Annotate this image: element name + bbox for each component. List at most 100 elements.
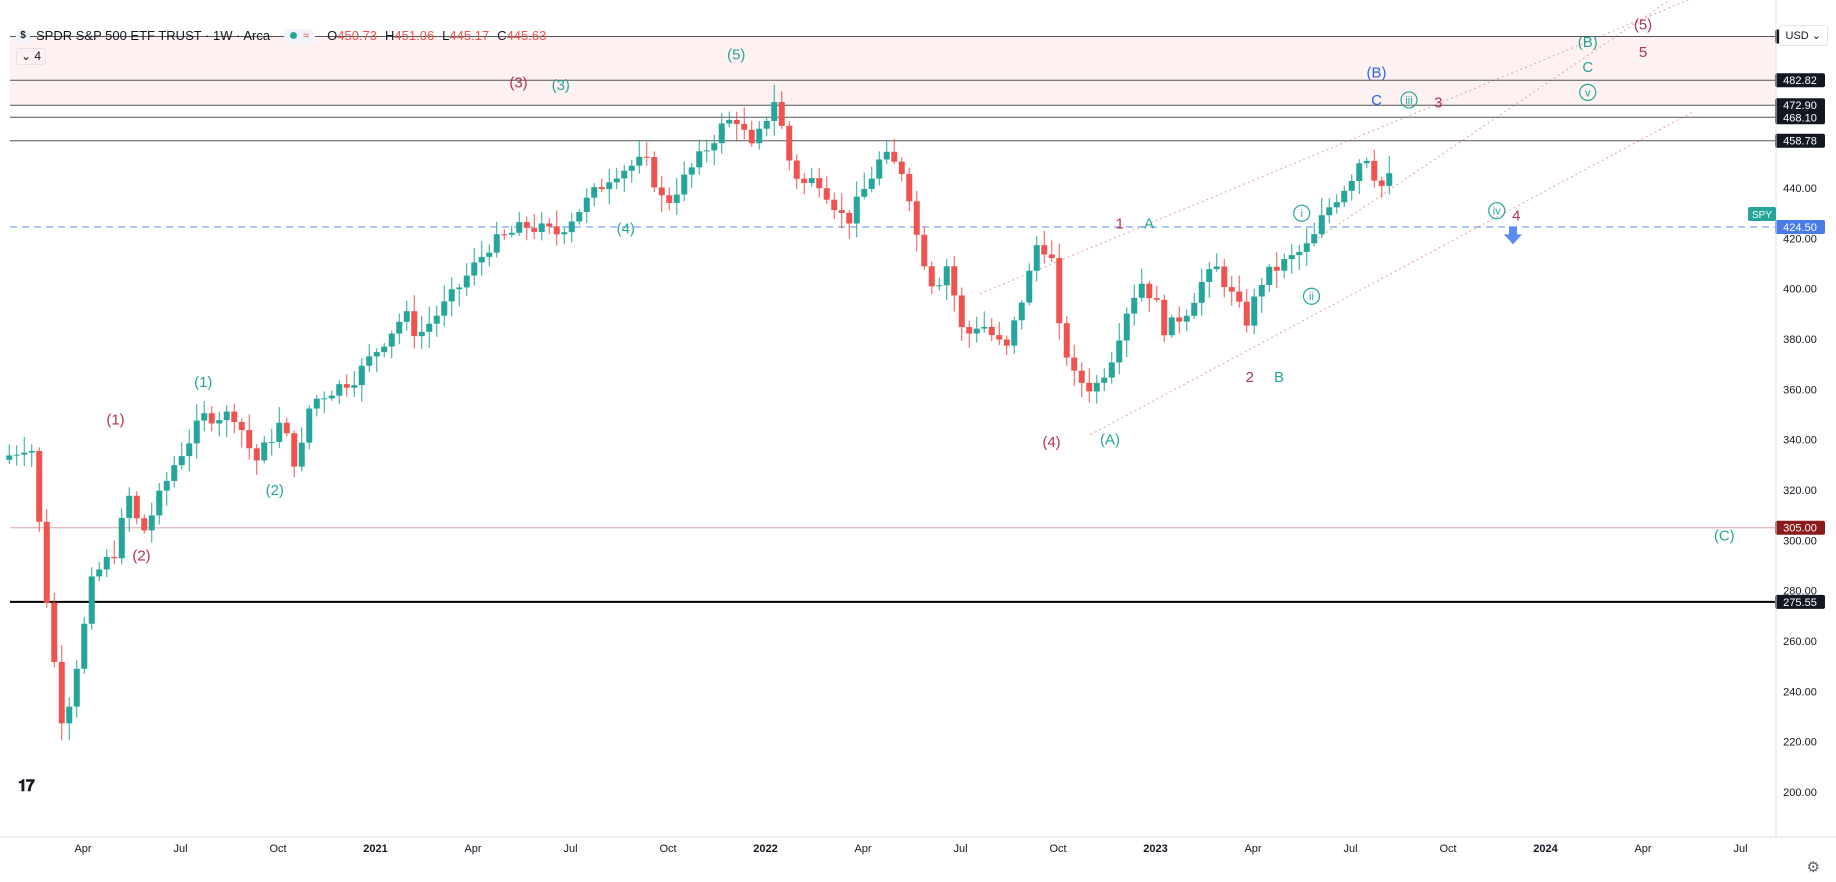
candle-body (1131, 297, 1138, 314)
x-tick-label: 2023 (1143, 843, 1167, 855)
wave-label-circle (1400, 91, 1418, 109)
candle-body (1221, 266, 1228, 288)
candle-body (133, 495, 140, 519)
wave-label: (B) (1578, 34, 1598, 51)
ohlc-high: H451.06 (385, 28, 435, 43)
candle-body (748, 129, 755, 144)
wave-label-circle (1302, 287, 1321, 305)
candle-body (171, 465, 178, 481)
candle-body (201, 413, 208, 421)
y-tick-label: 260.00 (1783, 636, 1817, 648)
candle-body (936, 285, 943, 287)
candle-body (223, 411, 230, 421)
level-price-tag (1775, 220, 1825, 234)
wave-label-circle (1293, 204, 1311, 222)
candle-body (141, 518, 148, 531)
candle-body (1311, 234, 1318, 244)
candle-body (493, 234, 500, 253)
candle-body (1108, 362, 1115, 378)
wave-label: i (1301, 208, 1303, 220)
candle-body (1378, 180, 1385, 186)
level-price-tag (1775, 594, 1825, 609)
candle-body (1183, 315, 1190, 322)
chart-legend: $ SPDR S&P 500 ETF TRUST · 1W · Arca ≈ O… (16, 28, 554, 43)
candle-body (606, 182, 613, 190)
candle-body (771, 102, 778, 122)
candle-body (658, 187, 665, 196)
candle-body (898, 161, 905, 175)
indicators-collapse-button[interactable]: ⌄ 4 (16, 48, 47, 65)
candle-body (156, 490, 163, 516)
candle-body (283, 422, 290, 434)
candle-body (1086, 382, 1093, 392)
candle-body (1341, 190, 1348, 203)
candle-body (126, 495, 133, 518)
candle-body (321, 398, 328, 400)
candle-body (36, 450, 43, 522)
candle-body (1371, 160, 1378, 181)
candle-body (486, 252, 493, 257)
x-tick-label: 2021 (363, 843, 387, 855)
x-tick-label: Jul (953, 843, 967, 855)
wave-label: iii (1405, 95, 1412, 107)
y-tick-label: 320.00 (1783, 485, 1817, 497)
candle-body (456, 287, 463, 290)
candle-body (433, 315, 440, 324)
candle-body (291, 433, 298, 467)
channel-line (979, 0, 1690, 295)
market-open-dot-icon (290, 32, 298, 39)
candle-body (1071, 357, 1078, 371)
candle-body (921, 234, 928, 267)
symbol-title[interactable]: SPDR S&P 500 ETF TRUST · 1W · Arca (36, 28, 271, 43)
candle-body (906, 174, 913, 202)
y-tick-label: 420.00 (1783, 233, 1817, 245)
candle-body (681, 174, 688, 195)
candle-body (463, 275, 470, 288)
candle-body (1243, 301, 1250, 326)
candle-body (403, 311, 410, 322)
candle-body (148, 515, 155, 531)
currency-select[interactable]: USD ⌄ (1778, 25, 1828, 46)
wave-label: (3) (509, 74, 527, 91)
candle-body (928, 266, 935, 287)
ticker-tag (1748, 207, 1776, 221)
market-status-badge[interactable]: ≈ (284, 28, 316, 43)
candle-body (306, 408, 313, 443)
resistance-zone (10, 36, 1776, 106)
candle-body (726, 119, 733, 124)
y-tick-label: 340.00 (1783, 435, 1817, 447)
wave-label: (2) (266, 482, 284, 499)
candle-body (73, 668, 80, 707)
candle-body (351, 385, 358, 388)
candle-body (96, 569, 103, 577)
candle-body (703, 150, 710, 152)
candle-body (448, 289, 455, 302)
candle-body (1348, 181, 1355, 191)
candle-body (441, 301, 448, 316)
y-tick-label: 300.00 (1783, 535, 1817, 547)
candle-body (598, 187, 605, 190)
candle-body (868, 178, 875, 189)
x-tick-label: Apr (1634, 843, 1651, 855)
tradingview-logo-icon: 𝟏𝟕 (18, 778, 35, 795)
x-tick-label: Apr (74, 843, 91, 855)
symbol-badge: $ (16, 28, 30, 43)
x-tick-label: Oct (1049, 843, 1066, 855)
candle-body (628, 165, 635, 171)
wave-label: (4) (617, 220, 635, 237)
candle-body (13, 454, 20, 456)
candle-body (673, 194, 680, 203)
candle-body (1356, 163, 1363, 182)
candle-body (568, 221, 575, 233)
wave-label: (5) (727, 47, 745, 64)
wave-label: (A) (1100, 432, 1120, 449)
wave-label: (3) (552, 77, 570, 94)
candle-body (531, 227, 538, 232)
candle-body (28, 450, 35, 453)
candle-body (741, 123, 748, 130)
y-tick-label: 220.00 (1783, 737, 1817, 749)
y-tick-label: 380.00 (1783, 334, 1817, 346)
level-price-tag (1775, 133, 1825, 148)
settings-gear-icon[interactable]: ⚙ (1806, 859, 1820, 876)
